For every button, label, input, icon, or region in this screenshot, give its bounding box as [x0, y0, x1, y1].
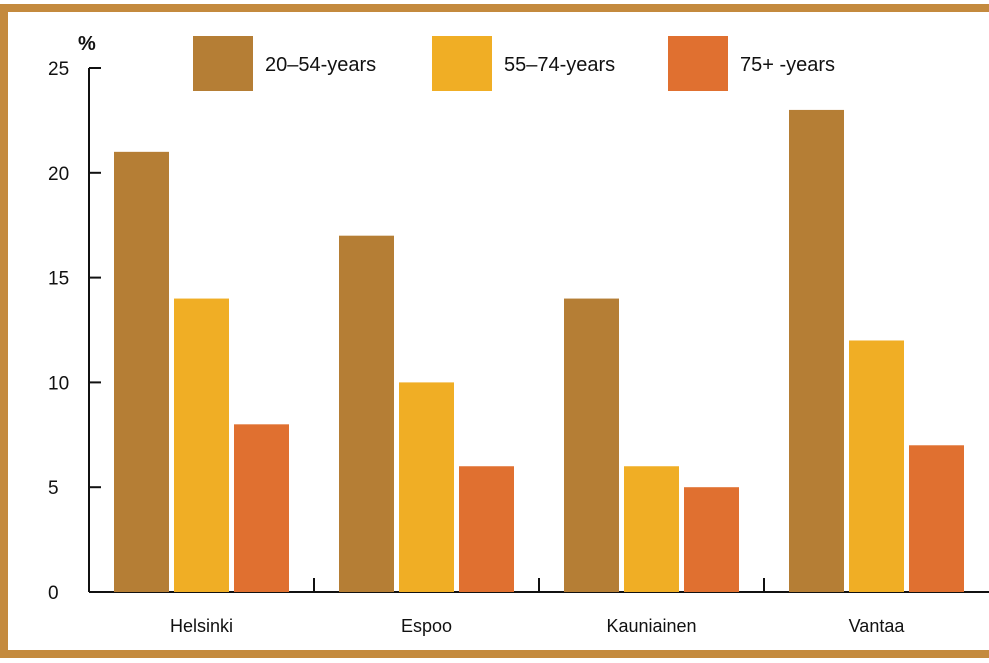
legend-swatch — [193, 36, 253, 91]
x-tick-label: Kauniainen — [606, 616, 696, 636]
bar-vantaa-series-1 — [789, 109, 844, 593]
legend-swatch — [668, 36, 728, 91]
chart-frame-border — [0, 4, 989, 658]
x-tick-label: Espoo — [401, 616, 452, 636]
bar-espoo-series-1 — [339, 235, 394, 592]
bar-vantaa-series-2 — [849, 340, 904, 592]
y-tick-label: 5 — [48, 478, 59, 499]
y-axis-unit-label: % — [78, 33, 96, 55]
bar-espoo-series-2 — [399, 382, 454, 592]
y-tick-label: 0 — [48, 583, 59, 604]
bar-kauniainen-series-1 — [564, 298, 619, 592]
bar-helsinki-series-2 — [174, 298, 229, 592]
bar-espoo-series-3 — [459, 466, 514, 592]
y-tick-label: 20 — [48, 164, 69, 185]
bar-helsinki-series-1 — [114, 151, 169, 592]
bars — [114, 109, 964, 593]
bar-kauniainen-series-2 — [624, 466, 679, 592]
legend-label: 75+ -years — [740, 54, 835, 76]
y-tick-label: 15 — [48, 269, 69, 290]
y-tick-label: 10 — [48, 373, 69, 394]
bar-vantaa-series-3 — [909, 445, 964, 592]
x-tick-label: Vantaa — [849, 616, 906, 636]
legend-label: 55–74-years — [504, 54, 615, 76]
legend-swatch — [432, 36, 492, 91]
y-axis: % 0 5 10 15 20 25 — [48, 33, 101, 604]
legend: 20–54-years 55–74-years 75+ -years — [193, 36, 835, 91]
bar-kauniainen-series-3 — [684, 487, 739, 592]
legend-label: 20–54-years — [265, 54, 376, 76]
x-tick-label: Helsinki — [170, 616, 233, 636]
bar-helsinki-series-3 — [234, 424, 289, 592]
y-tick-label: 25 — [48, 59, 69, 80]
